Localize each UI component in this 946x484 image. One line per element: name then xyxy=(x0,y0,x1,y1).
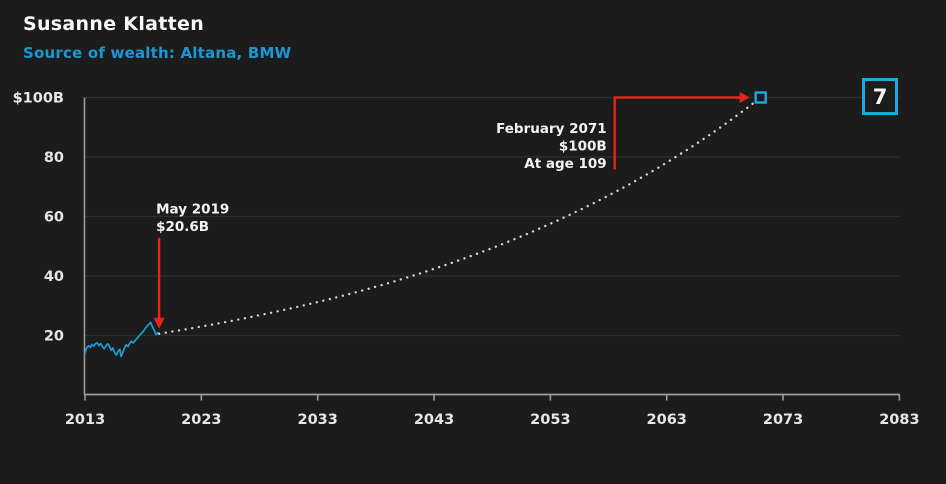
february-2071-label-line: February 2071 xyxy=(496,121,607,137)
projected-wealth-dotted-line xyxy=(157,98,760,335)
x-tick-label-2083: 2083 xyxy=(879,412,919,428)
y-tick-label-40: 40 xyxy=(44,269,64,285)
may-2019-label-line: May 2019 xyxy=(156,202,229,218)
february-2071-label-line: $100B xyxy=(559,139,607,155)
february-2071-label-line: At age 109 xyxy=(524,156,606,172)
y-tick-label-60: 60 xyxy=(44,210,64,226)
may-2019-label-line: $20.6B xyxy=(156,219,209,235)
x-tick-label-2053: 2053 xyxy=(530,412,570,428)
x-tick-label-2033: 2033 xyxy=(298,412,338,428)
source-of-wealth-subtitle: Source of wealth: Altana, BMW xyxy=(23,44,292,62)
february-2071-arrowhead xyxy=(739,92,750,103)
page-title: Susanne Klatten xyxy=(23,13,205,35)
may-2019-arrowhead xyxy=(153,317,165,329)
x-tick-label-2043: 2043 xyxy=(414,412,454,428)
y-tick-label-100: $100B xyxy=(13,91,64,107)
x-tick-label-2013: 2013 xyxy=(65,412,105,428)
projection-end-square-marker xyxy=(754,91,767,104)
y-tick-label-20: 20 xyxy=(44,329,64,345)
historical-wealth-line xyxy=(84,321,160,358)
x-tick-label-2023: 2023 xyxy=(181,412,221,428)
x-tick-label-2063: 2063 xyxy=(647,412,687,428)
y-tick-label-80: 80 xyxy=(44,150,64,166)
x-tick-label-2073: 2073 xyxy=(763,412,803,428)
rank-badge: 7 xyxy=(862,78,898,115)
